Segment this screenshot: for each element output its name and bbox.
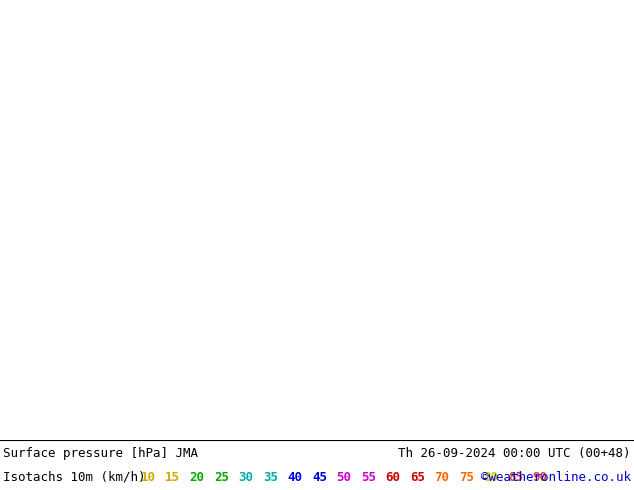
Text: 75: 75	[459, 470, 474, 484]
Text: 45: 45	[312, 470, 327, 484]
Text: 55: 55	[361, 470, 376, 484]
Text: Isotachs 10m (km/h): Isotachs 10m (km/h)	[3, 470, 145, 484]
Text: Surface pressure [hPa] JMA: Surface pressure [hPa] JMA	[3, 446, 198, 460]
Text: Th 26-09-2024 00:00 UTC (00+48): Th 26-09-2024 00:00 UTC (00+48)	[399, 446, 631, 460]
Text: 85: 85	[508, 470, 523, 484]
Text: 20: 20	[190, 470, 205, 484]
Text: 30: 30	[238, 470, 254, 484]
Text: 70: 70	[434, 470, 450, 484]
Text: ©weatheronline.co.uk: ©weatheronline.co.uk	[481, 470, 631, 484]
Text: 10: 10	[141, 470, 155, 484]
Text: 40: 40	[287, 470, 302, 484]
Text: 60: 60	[385, 470, 401, 484]
Text: 65: 65	[410, 470, 425, 484]
Text: 25: 25	[214, 470, 229, 484]
Text: 15: 15	[165, 470, 180, 484]
Text: 50: 50	[337, 470, 351, 484]
Text: 90: 90	[533, 470, 548, 484]
Text: 35: 35	[263, 470, 278, 484]
Text: 80: 80	[484, 470, 498, 484]
